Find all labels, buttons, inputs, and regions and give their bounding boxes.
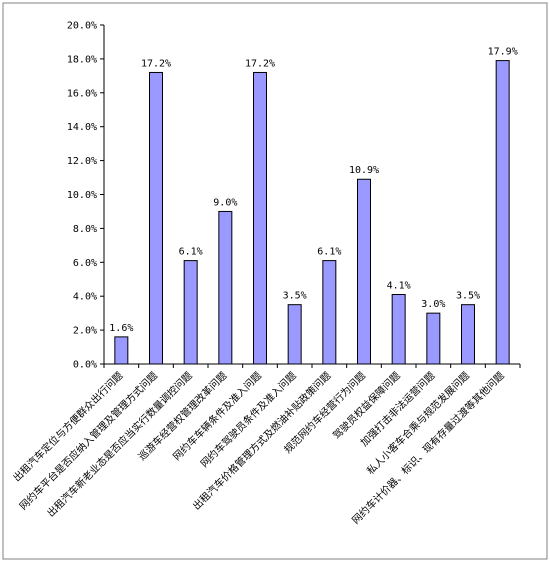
data-label-10: 3.0% xyxy=(421,299,445,310)
data-label-3: 6.1% xyxy=(179,247,203,258)
bar-12 xyxy=(495,60,510,365)
bar-1 xyxy=(114,336,129,365)
y-tick-label: 8.0% xyxy=(73,224,97,235)
data-label-5: 17.2% xyxy=(245,58,275,69)
data-label-12: 17.9% xyxy=(488,47,518,58)
data-label-4: 9.0% xyxy=(213,197,237,208)
y-tick-label: 18.0% xyxy=(67,54,97,65)
y-tick-label: 12.0% xyxy=(67,156,97,167)
y-tick-label: 6.0% xyxy=(73,258,97,269)
y-tick-label: 2.0% xyxy=(73,326,97,337)
bar-7 xyxy=(322,260,337,365)
data-label-7: 6.1% xyxy=(317,247,341,258)
data-label-2: 17.2% xyxy=(141,58,171,69)
bar-9 xyxy=(391,294,406,365)
bar-5 xyxy=(253,71,267,365)
bar-6 xyxy=(287,304,302,365)
bar-8 xyxy=(357,178,371,365)
category-label-2: 网约车平台是否应纳入管理及管理方式问题 xyxy=(17,369,161,513)
y-tick-label: 20.0% xyxy=(67,21,97,32)
y-tick-label: 10.0% xyxy=(67,190,97,201)
bar-3 xyxy=(183,260,198,365)
bar-2 xyxy=(149,71,163,365)
data-label-9: 4.1% xyxy=(387,281,411,292)
data-label-1: 1.6% xyxy=(109,323,133,334)
bar-4 xyxy=(218,210,233,365)
y-tick-label: 14.0% xyxy=(67,122,97,133)
data-label-8: 10.9% xyxy=(349,165,379,176)
y-tick-label: 0.0% xyxy=(73,360,97,371)
data-label-11: 3.5% xyxy=(456,291,480,302)
y-tick-label: 4.0% xyxy=(73,292,97,303)
bar-11 xyxy=(461,304,475,365)
category-label-3: 出租汽车新老业态是否应当实行数量调控问题 xyxy=(44,369,195,520)
data-label-6: 3.5% xyxy=(283,291,307,302)
bar-10 xyxy=(426,312,441,365)
y-tick-label: 16.0% xyxy=(67,88,97,99)
